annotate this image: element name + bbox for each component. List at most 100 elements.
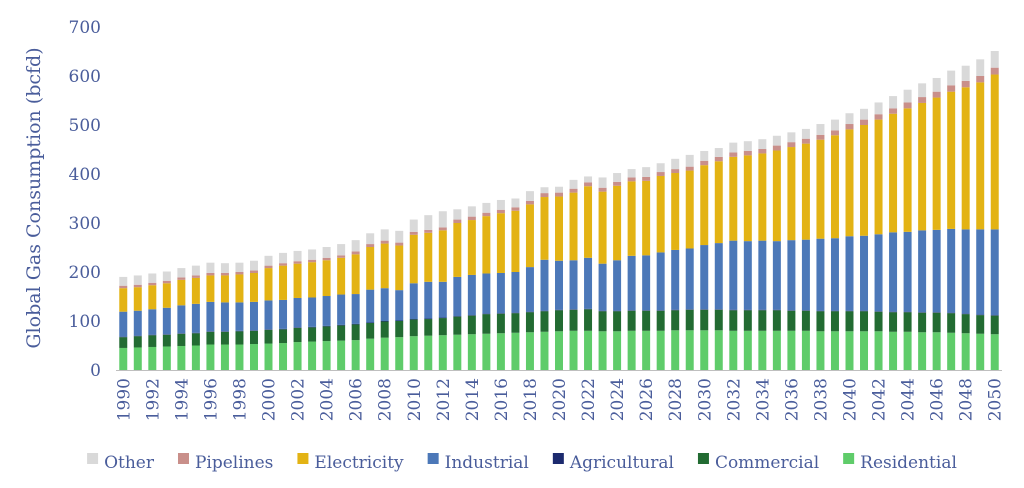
bar-residential-2016: [496, 333, 505, 370]
bar-pipelines-1990: [119, 285, 128, 289]
bar-stack-2038: [816, 124, 825, 370]
bar-commercial-2013: [453, 316, 462, 335]
bar-commercial-2005: [337, 325, 346, 341]
legend-item-other: Other: [87, 453, 155, 473]
bar-pipelines-2035: [772, 145, 781, 151]
x-tick-label: 2002: [289, 378, 309, 421]
bar-commercial-2020: [555, 310, 563, 332]
bar-stack-2024: [613, 173, 622, 370]
bar-stack-2025: [627, 169, 636, 370]
bar-pipelines-2023: [598, 187, 607, 192]
x-tick-label: 2038: [811, 378, 831, 421]
bar-pipelines-2020: [555, 192, 563, 197]
x-tick-label: 2022: [579, 378, 599, 421]
bar-residential-1993: [162, 346, 171, 370]
bar-stack-2033: [743, 141, 752, 370]
bar-commercial-2049: [976, 315, 985, 334]
x-tick-label: 2006: [347, 378, 367, 421]
bar-pipelines-2048: [961, 80, 970, 88]
x-tick-label: 2034: [753, 378, 773, 421]
bar-pipelines-2000: [264, 265, 273, 269]
legend-label: Industrial: [445, 453, 529, 473]
bar-other-2000: [264, 255, 273, 266]
bar-industrial-2016: [496, 272, 505, 314]
bar-industrial-2034: [758, 240, 767, 310]
bar-other-2014: [467, 206, 476, 217]
bar-stack-2009: [395, 230, 404, 370]
bar-residential-2003: [308, 341, 317, 370]
bar-electricity-2049: [976, 82, 985, 230]
bar-pipelines-1993: [162, 280, 171, 284]
bar-electricity-2019: [540, 197, 549, 260]
bar-electricity-2029: [685, 170, 694, 249]
bar-stack-2008: [380, 229, 389, 370]
bar-pipelines-2045: [918, 97, 927, 103]
bar-other-2028: [671, 158, 680, 170]
bar-pipelines-2049: [976, 76, 985, 83]
bar-commercial-1995: [191, 333, 200, 346]
legend-item-agricultural: Agricultural: [552, 453, 674, 473]
y-tick-label: 400: [69, 165, 101, 185]
bar-other-2026: [642, 167, 651, 177]
bar-industrial-2045: [918, 230, 927, 313]
bar-other-1999: [249, 260, 258, 271]
bar-electricity-1994: [177, 279, 186, 306]
bar-electricity-2017: [511, 210, 520, 272]
bar-electricity-2027: [656, 175, 665, 253]
bar-commercial-2002: [293, 327, 302, 343]
bar-stack-2030: [700, 150, 709, 370]
bar-stack-2041: [860, 108, 869, 370]
bar-residential-2038: [816, 331, 825, 370]
bar-commercial-1997: [220, 331, 229, 345]
bar-stack-1990: [119, 276, 128, 370]
bar-pipelines-2025: [627, 177, 636, 182]
y-tick-label: 0: [90, 361, 101, 381]
legend-item-electricity: Electricity: [297, 453, 404, 473]
bar-pipelines-2041: [860, 119, 869, 125]
bar-industrial-2009: [395, 290, 404, 321]
bar-electricity-2050: [990, 74, 999, 230]
bar-other-2049: [976, 59, 985, 76]
bar-pipelines-2030: [700, 160, 709, 166]
bar-other-2012: [438, 211, 447, 228]
bar-residential-2015: [482, 333, 491, 370]
bar-stack-2043: [889, 96, 898, 370]
bar-commercial-2004: [322, 326, 331, 342]
bar-industrial-1998: [235, 302, 244, 331]
bar-residential-2011: [424, 335, 433, 370]
bar-other-1992: [148, 273, 157, 283]
bar-stack-2014: [467, 206, 476, 370]
bar-industrial-2005: [337, 294, 346, 325]
bar-other-2033: [743, 141, 752, 151]
bar-residential-2040: [845, 331, 854, 370]
bar-residential-2047: [947, 332, 956, 370]
bar-industrial-1993: [162, 307, 171, 335]
bar-other-2011: [424, 215, 433, 230]
bar-residential-1992: [148, 346, 157, 370]
bar-stack-2036: [787, 132, 796, 370]
bar-electricity-2001: [279, 265, 288, 300]
bar-other-2046: [932, 77, 941, 92]
bar-stack-1991: [133, 275, 142, 370]
bar-commercial-2024: [613, 311, 622, 332]
legend-label: Commercial: [715, 453, 819, 473]
bar-industrial-2030: [700, 245, 709, 310]
bar-electricity-2046: [932, 97, 941, 230]
bar-stack-2049: [976, 59, 985, 370]
bar-pipelines-2022: [584, 182, 593, 187]
bar-pipelines-2007: [366, 244, 375, 248]
bar-electricity-2040: [845, 129, 854, 237]
bar-commercial-2034: [758, 310, 767, 331]
bar-electricity-2008: [380, 243, 389, 289]
legend-swatch: [552, 453, 564, 464]
bar-electricity-2011: [424, 232, 433, 282]
bar-electricity-2000: [264, 268, 273, 301]
bar-commercial-2000: [264, 329, 273, 344]
bar-commercial-2011: [424, 319, 433, 336]
bar-industrial-1996: [206, 301, 215, 332]
bar-other-1991: [133, 275, 142, 285]
x-tick-label: 2026: [637, 378, 657, 421]
legend: Other Pipelines Electricity Industrial Agric…: [87, 453, 957, 473]
bar-residential-2029: [685, 330, 694, 370]
x-tick-label: 2030: [695, 378, 715, 421]
